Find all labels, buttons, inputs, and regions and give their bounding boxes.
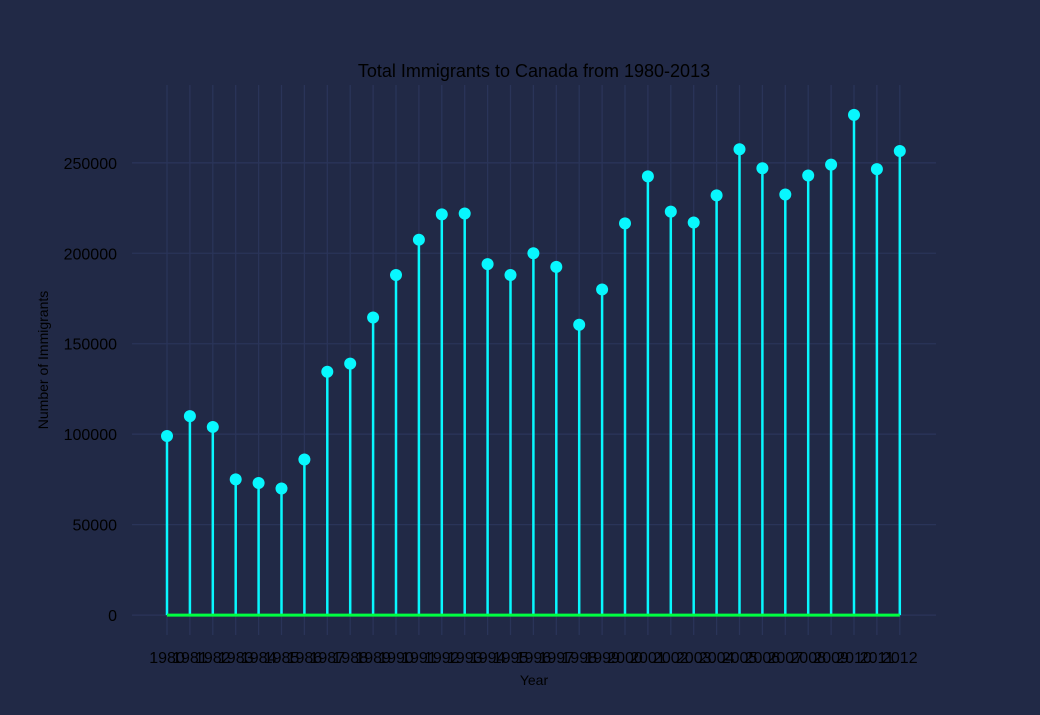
y-tick-label: 100000 [64, 427, 117, 444]
x-tick-label: 1980 [149, 650, 185, 667]
data-point-marker [893, 145, 906, 158]
data-point-marker [687, 216, 700, 229]
chart-title: Total Immigrants to Canada from 1980-201… [358, 61, 710, 81]
x-tick-label: 2001 [630, 650, 666, 667]
x-tick-label: 1997 [539, 650, 575, 667]
data-point-marker [619, 217, 631, 230]
data-point-marker [321, 365, 334, 378]
x-axis-title: Year [520, 672, 549, 688]
data-point-marker [550, 260, 563, 273]
x-tick-label: 2006 [745, 650, 781, 667]
x-tick-label: 1988 [332, 650, 368, 667]
x-tick-label: 1996 [516, 650, 552, 667]
x-tick-label: 2002 [653, 650, 689, 667]
data-point-marker [275, 482, 288, 495]
y-tick-label: 0 [108, 608, 117, 625]
x-tick-label: 2010 [836, 650, 872, 667]
x-tick-label: 1992 [424, 650, 460, 667]
data-point-marker [298, 453, 311, 466]
x-tick-label: 1984 [241, 650, 277, 667]
data-point-marker [229, 473, 242, 486]
data-point-marker [596, 283, 609, 296]
data-point-marker [733, 143, 746, 156]
x-tick-label: 2011 [860, 650, 895, 667]
data-point-marker [435, 208, 448, 221]
x-tick-label: 2005 [722, 650, 758, 667]
x-tick-label: 2003 [676, 650, 712, 667]
data-point-marker [390, 268, 402, 281]
data-point-marker [458, 207, 471, 220]
y-tick-label: 200000 [64, 246, 117, 263]
x-tick-label: 1999 [584, 650, 620, 667]
x-tick-label: 1995 [493, 650, 529, 667]
data-point-marker [412, 233, 425, 246]
data-point-marker [641, 170, 654, 183]
y-axis-title: Number of Immigrants [35, 291, 51, 429]
x-tick-label: 2009 [813, 650, 849, 667]
x-tick-label: 1994 [470, 650, 506, 667]
data-point-marker [161, 429, 173, 442]
data-point-marker [870, 163, 883, 176]
x-tick-label: 1991 [401, 650, 437, 667]
x-tick-label: 1986 [287, 650, 323, 667]
data-point-marker [206, 420, 219, 433]
x-tick-label: 1983 [218, 650, 254, 667]
data-point-marker [710, 189, 723, 202]
data-point-marker [183, 410, 196, 423]
data-point-marker [756, 162, 769, 175]
x-tick-label: 1981 [172, 650, 208, 667]
y-tick-label: 150000 [64, 337, 117, 354]
data-point-marker [825, 158, 838, 171]
data-point-marker [573, 318, 586, 331]
data-point-marker [848, 108, 860, 121]
data-point-marker [481, 258, 494, 271]
data-point-marker [504, 268, 517, 281]
y-tick-label: 250000 [64, 156, 117, 173]
data-point-marker [367, 311, 380, 324]
x-tick-label: 2012 [882, 650, 918, 667]
data-point-marker [344, 357, 357, 370]
x-tick-label: 2000 [607, 650, 643, 667]
data-point-marker [802, 169, 815, 182]
data-point-marker [664, 205, 677, 218]
x-tick-label: 1987 [310, 650, 346, 667]
x-tick-label: 1985 [264, 650, 300, 667]
data-point-marker [779, 188, 792, 201]
x-tick-label: 1989 [355, 650, 391, 667]
data-point-marker [252, 477, 265, 490]
y-tick-label: 50000 [73, 518, 118, 535]
x-tick-label: 1998 [561, 650, 597, 667]
x-tick-label: 2007 [768, 650, 804, 667]
x-tick-label: 1993 [447, 650, 483, 667]
x-tick-label: 1990 [378, 650, 414, 667]
data-point-marker [527, 247, 540, 260]
x-tick-label: 2004 [699, 650, 735, 667]
x-tick-label: 1982 [195, 650, 231, 667]
x-tick-label: 2008 [790, 650, 826, 667]
